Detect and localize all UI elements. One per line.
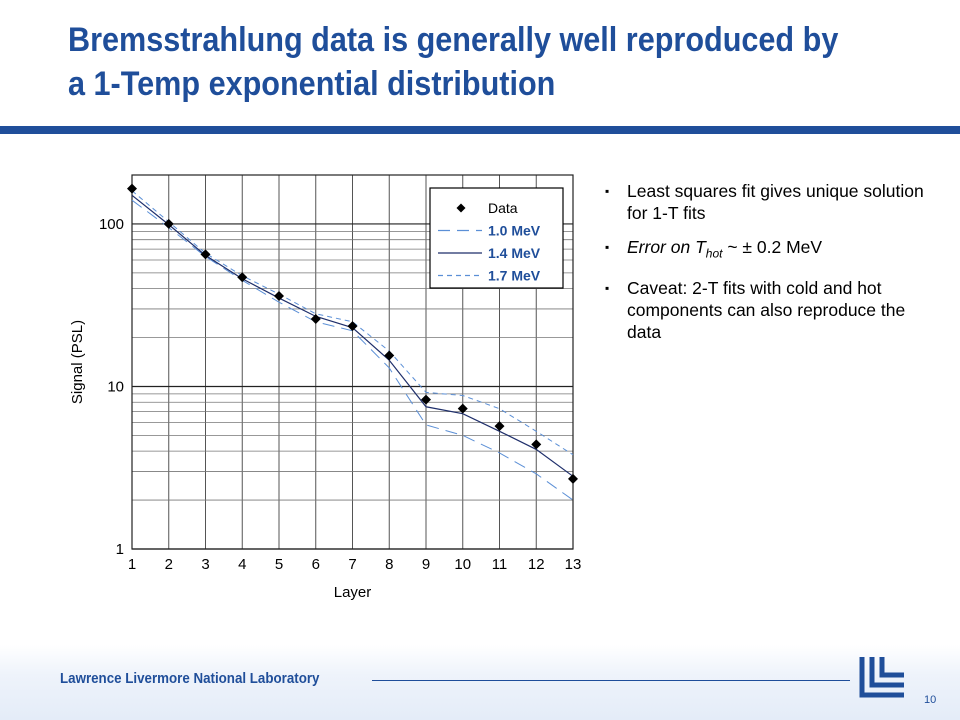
data-point-marker (163, 218, 174, 229)
bullet-text: Caveat: 2-T fits with cold and hot compo… (627, 277, 906, 342)
data-point-marker (274, 291, 284, 302)
y-tick-label: 100 (99, 216, 124, 233)
bullet-item: ▪ Caveat: 2-T fits with cold and hot com… (605, 277, 935, 343)
bullet-list: ▪ Least squares fit gives unique solutio… (605, 180, 935, 355)
legend-label: Data (488, 200, 518, 216)
page-number: 10 (924, 694, 937, 706)
legend-label: 1.0 MeV (488, 223, 541, 239)
data-point-marker (310, 314, 321, 325)
x-tick-label: 3 (201, 556, 209, 573)
x-tick-label: 13 (565, 556, 582, 573)
bullet-marker: ▪ (605, 240, 610, 254)
y-tick-label: 10 (107, 378, 124, 395)
data-point-marker (237, 272, 248, 283)
legend-box (429, 187, 564, 289)
data-point-marker (531, 439, 542, 450)
x-tick-label: 12 (528, 556, 545, 573)
bullet-marker: ▪ (605, 280, 610, 295)
x-tick-label: 4 (238, 556, 246, 573)
data-point-marker (127, 183, 137, 194)
data-point-marker (347, 321, 358, 332)
slide-title: Bremsstrahlung data is generally well re… (68, 21, 839, 103)
legend-label: 1.4 MeV (488, 245, 541, 261)
data-point-marker (421, 394, 431, 405)
footer-band (0, 645, 960, 720)
x-tick-label: 5 (275, 556, 283, 573)
bullet-text-pre: Error on T (627, 237, 706, 257)
legend-marker (456, 203, 466, 213)
data-point-marker (568, 473, 578, 484)
data-point-marker (494, 421, 505, 432)
x-axis-label: Layer (334, 584, 372, 601)
legend-label: 1.7 MeV (488, 268, 541, 284)
bullet-item: ▪ Error on Thot ~ ± 0.2 MeV (605, 236, 935, 265)
x-tick-label: 9 (422, 556, 430, 573)
plot-frame (131, 174, 574, 550)
bullet-marker: ▪ (605, 184, 610, 198)
x-tick-label: 7 (348, 556, 356, 573)
x-tick-label: 11 (492, 556, 508, 573)
bullet-text-post: ~ ± 0.2 MeV (722, 237, 823, 257)
y-tick-label: 1 (116, 541, 124, 558)
x-tick-label: 6 (312, 556, 320, 573)
x-tick-label: 1 (128, 556, 136, 573)
y-axis-label: Signal (PSL) (69, 320, 86, 404)
footer-rule (372, 680, 850, 681)
title-rule (0, 126, 960, 134)
footer-lab-name: Lawrence Livermore National Laboratory (60, 671, 320, 687)
x-tick-label: 2 (165, 556, 173, 573)
data-point-marker (200, 249, 211, 260)
data-point-marker (457, 403, 468, 414)
bullet-subscript: hot (705, 246, 723, 261)
data-point-marker (384, 350, 395, 361)
bullet-text: Error on Thot ~ ± 0.2 MeV (627, 237, 823, 261)
bullet-text: Least squares fit gives unique solution … (627, 181, 924, 223)
x-tick-label: 8 (385, 556, 393, 573)
bullet-item: ▪ Least squares fit gives unique solutio… (605, 180, 935, 224)
llnl-logo-icon (859, 657, 904, 698)
x-tick-label: 10 (454, 556, 471, 573)
